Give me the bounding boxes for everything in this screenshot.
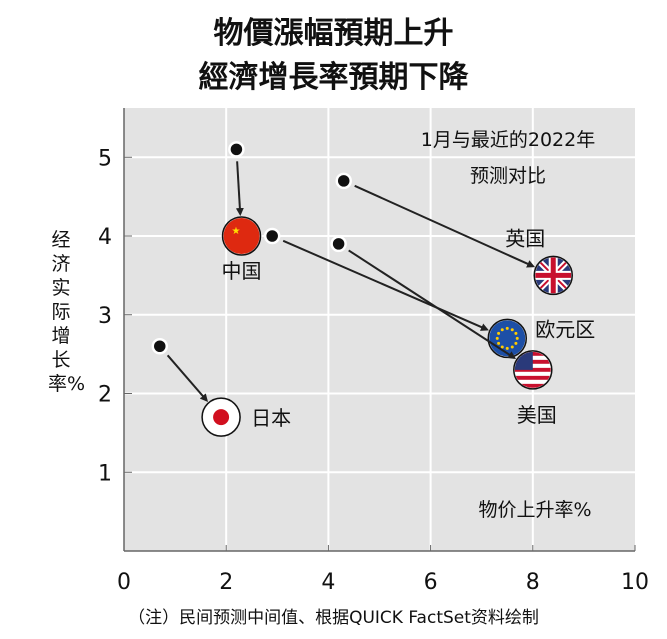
arrow-line <box>282 239 489 331</box>
flag-star <box>500 328 504 332</box>
x-tick-label: 2 <box>219 570 233 595</box>
flag-star <box>505 326 509 330</box>
flag-star <box>515 336 519 340</box>
series-us <box>330 235 553 390</box>
y-tick-label: 1 <box>98 461 112 486</box>
start-point <box>335 172 352 190</box>
arrow-line <box>235 161 244 217</box>
series-label: 中国 <box>222 259 262 283</box>
y-axis-label: 经济实际增长率% <box>48 229 86 395</box>
x-tick-label: 4 <box>321 570 335 595</box>
series-label: 欧元区 <box>535 317 595 341</box>
legend-note-line1: 1月与最近的2022年 <box>421 129 595 151</box>
x-tick-label: 0 <box>117 570 131 595</box>
flag-stripe <box>514 383 551 388</box>
flag-star <box>500 345 504 349</box>
flag-star <box>495 336 499 340</box>
series-cn: ★ <box>221 141 262 256</box>
plot-area <box>124 108 635 551</box>
chart-title-line2: 經濟增長率預期下降 <box>198 60 469 95</box>
flag-border <box>221 216 262 256</box>
flag-border <box>533 255 573 296</box>
arrow-line <box>166 354 209 403</box>
flag-star <box>497 341 501 345</box>
series-label: 英国 <box>505 226 545 250</box>
y-tick-label: 2 <box>98 383 112 408</box>
flag-cn-icon: ★ <box>223 218 260 254</box>
flag-bg <box>489 320 526 357</box>
start-point <box>151 338 169 355</box>
y-tick-label: 5 <box>98 146 112 171</box>
flag-stripe <box>514 371 551 376</box>
start-point <box>228 141 245 158</box>
series-label: 美国 <box>517 403 557 427</box>
flag-jp-icon <box>203 399 240 436</box>
series-eu <box>263 227 527 359</box>
flag-star <box>497 331 501 335</box>
flag-star <box>514 341 518 345</box>
x-axis-label: 物价上升率% <box>478 499 591 521</box>
x-tick-label: 8 <box>526 570 540 595</box>
flag-sun <box>213 409 230 426</box>
arrow-line <box>354 184 536 268</box>
flag-star: ★ <box>232 226 241 237</box>
flag-eu-icon <box>489 320 526 357</box>
chart-title-line1: 物價漲幅預期上升 <box>213 16 454 51</box>
flag-star <box>510 328 514 332</box>
arrow-line <box>348 249 517 359</box>
flag-border <box>513 350 553 390</box>
start-point <box>330 235 347 253</box>
flag-uk-icon <box>535 257 572 294</box>
flag-star <box>505 346 509 350</box>
legend-note-line2: 预测对比 <box>470 165 546 187</box>
flag-stripe <box>514 375 551 380</box>
series-jp <box>151 338 241 437</box>
y-tick-label: 4 <box>98 225 112 250</box>
flag-bg <box>223 218 260 254</box>
start-point <box>263 227 281 245</box>
series-uk <box>335 172 573 296</box>
y-tick-label: 3 <box>98 304 112 329</box>
x-tick-label: 6 <box>424 570 438 595</box>
series-label: 日本 <box>251 406 291 430</box>
source-note: （注）民间预测中间值、根据QUICK FactSet资料绘制 <box>128 608 539 628</box>
flag-us-icon <box>514 351 551 388</box>
flag-star <box>514 331 518 335</box>
flag-stripe <box>514 379 551 384</box>
flag-star <box>510 345 514 349</box>
flag-cross-red <box>535 257 572 294</box>
flag-border <box>201 397 241 437</box>
x-tick-label: 10 <box>621 570 649 595</box>
